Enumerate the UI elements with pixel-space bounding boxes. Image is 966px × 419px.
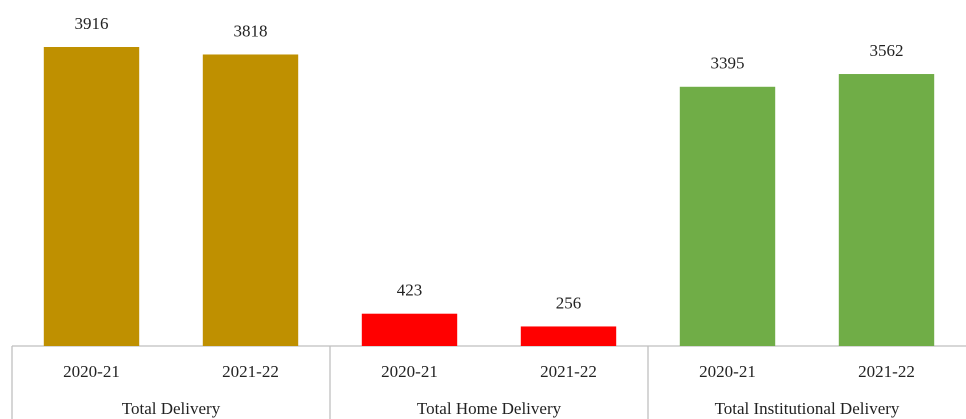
bar	[202, 54, 299, 346]
bar	[838, 74, 935, 346]
bar	[43, 47, 140, 346]
bar	[520, 326, 617, 346]
group-label: Total Home Delivery	[417, 399, 562, 418]
value-label: 423	[397, 281, 423, 300]
value-label: 3395	[711, 54, 745, 73]
x-tick-label: 2021-22	[222, 362, 279, 381]
x-tick-label: 2020-21	[699, 362, 756, 381]
bar	[679, 86, 776, 346]
value-label: 3916	[75, 14, 109, 33]
x-tick-label: 2021-22	[858, 362, 915, 381]
x-tick-label: 2021-22	[540, 362, 597, 381]
value-label: 256	[556, 293, 582, 312]
x-tick-label: 2020-21	[63, 362, 120, 381]
group-label: Total Delivery	[122, 399, 221, 418]
value-label: 3818	[234, 21, 268, 40]
value-label: 3562	[870, 41, 904, 60]
x-tick-label: 2020-21	[381, 362, 438, 381]
bar	[361, 313, 458, 346]
group-label: Total Institutional Delivery	[715, 399, 900, 418]
